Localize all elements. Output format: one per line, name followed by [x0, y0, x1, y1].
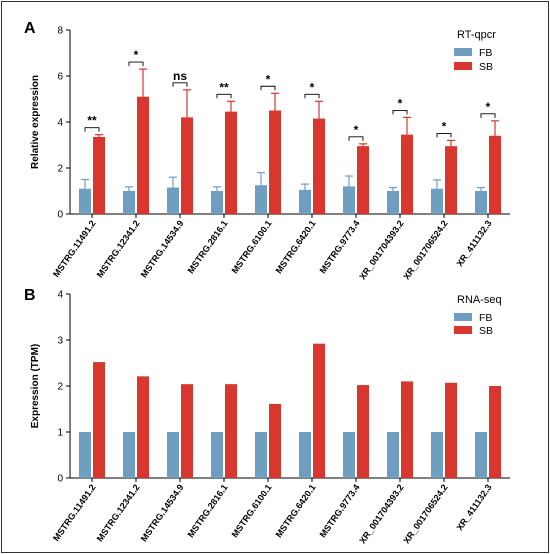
panel-a-bar-sb — [93, 136, 105, 214]
panel-b-y-tick-label: 4 — [57, 290, 63, 301]
panel-b-bar-sb — [489, 386, 501, 478]
panel-b-legend-sb-label: SB — [479, 325, 493, 337]
panel-a-bar-sb — [181, 117, 193, 214]
panel-a-bar-sb — [401, 134, 413, 214]
panel-a-y-tick-label: 6 — [57, 72, 63, 83]
panel-b-legend-title: RNA-seq — [457, 294, 502, 306]
panel-b-bar-fb — [167, 432, 179, 478]
panel-a-y-axis-label: Relative expression — [30, 75, 41, 169]
panel-a-bar-fb — [343, 186, 355, 214]
panel-b-bar-fb — [299, 432, 311, 478]
panel-a-legend-fb-label: FB — [479, 47, 492, 59]
panel-a-bar-fb — [211, 191, 223, 214]
panel-a-significance-bracket — [128, 61, 144, 67]
panel-a-significance-bracket — [392, 109, 408, 115]
panel-a-legend-sb-swatch — [454, 62, 472, 70]
panel-a-significance-label: * — [442, 119, 447, 133]
panel-a-significance-bracket — [260, 85, 276, 91]
panel-b-bar-fb — [343, 432, 355, 478]
panel-a-bar-sb — [269, 110, 281, 214]
panel-a-label: A — [24, 20, 36, 37]
panel-a-legend-fb-swatch — [454, 48, 472, 56]
panel-b-bar-sb — [137, 376, 149, 478]
panel-b-y-tick-label: 3 — [57, 336, 63, 347]
panel-a-bar-fb — [387, 191, 399, 214]
panel-a-significance-bracket — [348, 136, 364, 141]
panel-b-y-tick-label: 1 — [57, 428, 63, 439]
panel-a-significance-bracket — [304, 93, 320, 99]
panel-a-bar-fb — [123, 191, 135, 214]
panel-a-significance-label: ** — [87, 114, 97, 128]
panel-a-y-tick-label: 8 — [57, 26, 63, 37]
panel-a-significance-label: ns — [173, 69, 187, 83]
panel-a-y-tick-label: 4 — [57, 118, 63, 129]
panel-a-legend: FB SB — [454, 47, 493, 73]
panel-a-legend-sb-label: SB — [479, 61, 493, 73]
panel-a-bar-sb — [489, 135, 501, 214]
panel-b-label: B — [24, 287, 36, 304]
panel-a-bar-fb — [79, 188, 91, 214]
panel-b-bar-sb — [313, 343, 325, 478]
panel-b-bar-sb — [181, 384, 193, 478]
panel-a-legend-title: RT-qpcr — [457, 29, 496, 41]
panel-a-significance-label: * — [398, 96, 403, 110]
panel-a-bar-sb — [225, 111, 237, 214]
panel-b-bar-sb — [401, 381, 413, 478]
panel-a-bar-fb — [475, 191, 487, 214]
panel-a-significance-label: * — [134, 48, 139, 62]
panel-b-legend-fb-label: FB — [479, 312, 492, 324]
panel-a-bar-sb — [445, 146, 457, 214]
panel-b-bar-fb — [387, 432, 399, 478]
panel-b-bar-fb — [431, 432, 443, 478]
panel-a-bar-sb — [357, 146, 369, 214]
panel-b-bar-sb — [357, 385, 369, 478]
panel-a-bar-sb — [137, 96, 149, 214]
panel-b-legend: FB SB — [454, 312, 493, 337]
panel-b-bar-sb — [269, 403, 281, 478]
panel-b-y-tick-label: 2 — [57, 382, 63, 393]
panel-a-bar-fb — [299, 189, 311, 214]
panel-a-bar-sb — [313, 118, 325, 214]
panel-a-bar-fb — [255, 185, 267, 214]
panel-b-bar-sb — [445, 382, 457, 478]
panel-a-significance-label: ** — [219, 80, 229, 94]
panel-b-bar-fb — [475, 432, 487, 478]
panel-b-bar-fb — [79, 432, 91, 478]
panel-a-y-tick-label: 2 — [57, 164, 63, 175]
panel-b-bar-fb — [255, 432, 267, 478]
panel-a-significance-label: * — [486, 100, 491, 114]
panel-a-bar-fb — [167, 187, 179, 214]
panel-a-y-tick-label: 0 — [57, 210, 63, 221]
panel-b-bar-fb — [211, 432, 223, 478]
panel-b-bar-sb — [93, 362, 105, 478]
panel-a-significance-label: * — [354, 123, 359, 137]
panel-a-significance-bracket — [436, 132, 452, 138]
panel-a-significance-bracket — [216, 93, 232, 99]
panel-b-bar-sb — [225, 384, 237, 478]
panel-b-y-tick-label: 0 — [57, 474, 63, 485]
panel-a-significance-label: * — [310, 80, 315, 94]
panel-a-bar-fb — [431, 188, 443, 214]
panel-b-bar-fb — [123, 432, 135, 478]
panel-a-significance-bracket — [84, 127, 100, 132]
panel-a-significance-label: * — [266, 72, 271, 86]
panel-a-significance-bracket — [480, 113, 496, 118]
panel-b-y-axis-label: Expression (TPM) — [30, 344, 41, 428]
panel-b-legend-sb-swatch — [454, 326, 472, 334]
panel-b-legend-fb-swatch — [454, 313, 472, 321]
panel-a-significance-bracket — [172, 82, 188, 87]
